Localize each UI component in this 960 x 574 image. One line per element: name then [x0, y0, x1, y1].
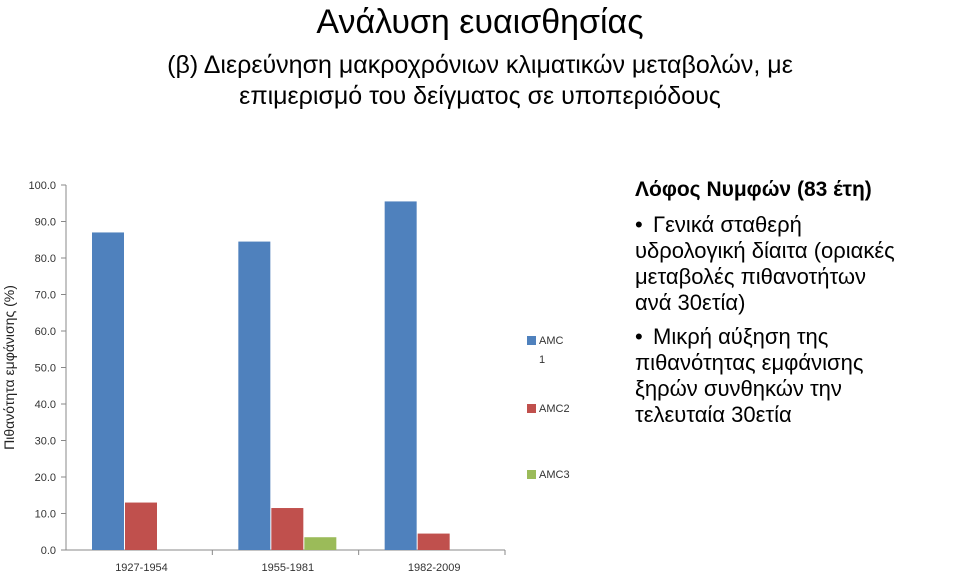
y-tick-label: 100.0 [28, 180, 56, 192]
bar [384, 201, 417, 551]
bullet-text: ανά 30ετία) [635, 290, 746, 315]
legend-label: AMC [539, 335, 564, 347]
legend-label: AMC2 [539, 403, 570, 415]
y-tick-label: 90.0 [35, 217, 56, 229]
bullet-line: πιθανότητας εμφάνισης [635, 350, 960, 376]
bar [125, 502, 157, 550]
bullet-item: • Μικρή αύξηση της πιθανότητας εμφάνισης ξη… [635, 324, 960, 428]
y-axis-title: Πιθανότητα εμφάνισης (%) [1, 285, 17, 450]
x-category-label: 1982-2009 [408, 562, 461, 574]
y-tick-label: 10.0 [35, 509, 56, 521]
bullet-text: Μικρή αύξηση της [653, 324, 829, 349]
legend-swatch [527, 336, 536, 345]
bullet-text: Γενικά σταθερή [653, 212, 802, 237]
bullet-text: τελευταία 30ετία [635, 402, 792, 427]
subtitle-line-1: (β) Διερεύνηση μακροχρόνιων κλιματικών μ… [167, 51, 793, 79]
bar [417, 533, 450, 550]
bar [92, 232, 124, 550]
bullet-line: υδρολογική δίαιτα (οριακές [635, 238, 960, 264]
bullet-line: • Γενικά σταθερή [635, 212, 960, 238]
x-category-label: 1955-1981 [262, 562, 315, 574]
y-tick-label: 70.0 [35, 290, 56, 302]
y-tick-label: 40.0 [35, 399, 56, 411]
slide-subtitle: (β) Διερεύνηση μακροχρόνιων κλιματικών μ… [0, 50, 960, 112]
bar [238, 241, 271, 550]
bullet-line: τελευταία 30ετία [635, 402, 960, 428]
bullet-item: • Γενικά σταθερή υδρολογική δίαιτα (οριακέ… [635, 212, 960, 316]
y-tick-label: 80.0 [35, 253, 56, 265]
bullet-line: • Μικρή αύξηση της [635, 324, 960, 350]
bullet-text: υδρολογική δίαιτα (οριακές [635, 238, 895, 263]
y-tick-label: 30.0 [35, 436, 56, 448]
side-notes: Λόφος Νυμφών (83 έτη) • Γενικά σταθερή υδρ… [635, 176, 960, 436]
bullet-line: μεταβολές πιθανοτήτων [635, 264, 960, 290]
bullet-line: ανά 30ετία) [635, 290, 960, 316]
bar-chart: 0.0 10.0 20.0 30.0 40.0 50.0 60.0 70.0 80.0 90.0 1… [1, 180, 570, 574]
bullet-text: μεταβολές πιθανοτήτων [635, 264, 866, 289]
y-tick-label: 50.0 [35, 363, 56, 375]
bullet-text: πιθανότητας εμφάνισης [635, 350, 864, 375]
bar [304, 537, 337, 550]
bullet-line: ξηρών συνθηκών την [635, 376, 960, 402]
y-tick-label: 20.0 [35, 472, 56, 484]
legend-label: 1 [539, 354, 545, 366]
legend-swatch [527, 470, 536, 479]
bullet-dot-icon: • [635, 212, 643, 237]
bullet-text: ξηρών συνθηκών την [635, 376, 842, 401]
subtitle-line-2: επιμερισμό του δείγματος σε υποπεριόδους [239, 82, 721, 110]
legend-label: AMC3 [539, 469, 570, 481]
y-tick-label: 60.0 [35, 326, 56, 338]
legend-swatch [527, 404, 536, 413]
slide-title: Ανάλυση ευαισθησίας [316, 3, 644, 41]
bullet-dot-icon: • [635, 324, 643, 349]
bullet-list: • Γενικά σταθερή υδρολογική δίαιτα (οριακέ… [635, 212, 960, 428]
y-tick-label: 0.0 [41, 545, 56, 557]
x-category-label: 1927-1954 [115, 562, 168, 574]
bar [271, 508, 304, 550]
station-heading: Λόφος Νυμφών (83 έτη) [635, 178, 872, 201]
